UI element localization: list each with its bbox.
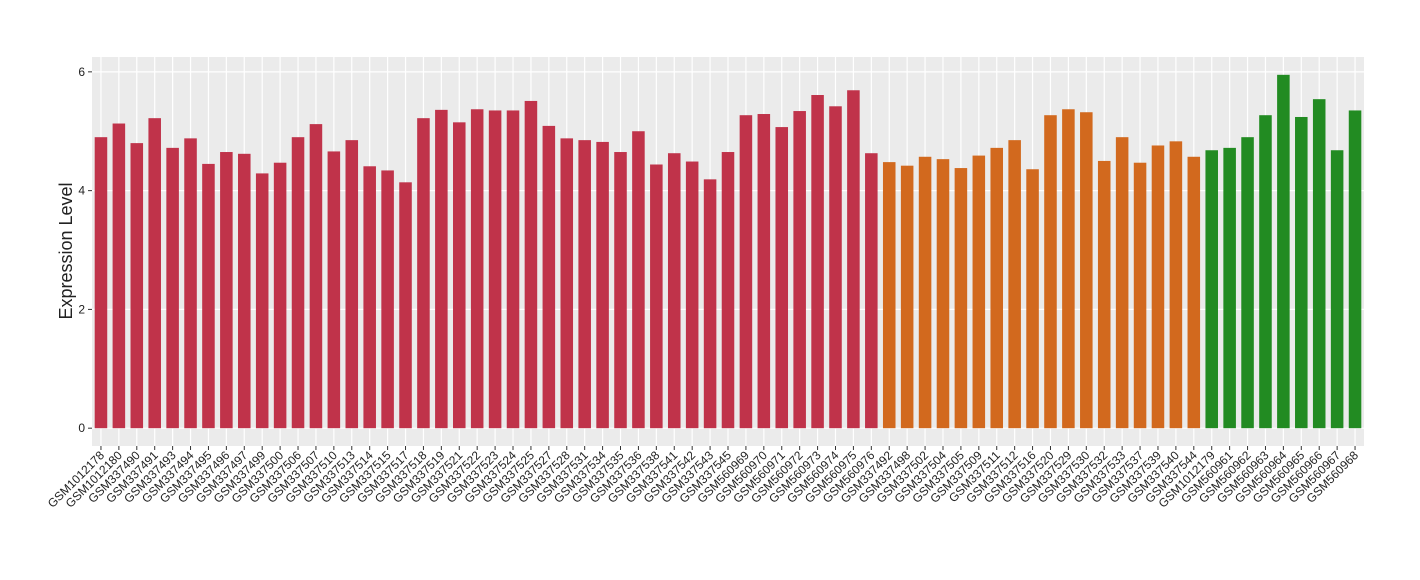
bar [990, 147, 1004, 429]
bar [1097, 160, 1111, 429]
bar [918, 156, 932, 429]
bar [739, 115, 753, 429]
bar [488, 110, 502, 429]
bar [166, 147, 179, 429]
bar [1241, 137, 1254, 429]
y-tick-label: 4 [78, 184, 85, 198]
bar [900, 165, 914, 429]
bar [1312, 99, 1326, 429]
bar [1115, 137, 1129, 429]
bar [112, 123, 126, 429]
bar [273, 162, 287, 429]
y-axis-title: Expression Level [56, 182, 76, 319]
bar [506, 110, 520, 429]
bar [811, 95, 824, 429]
bar [1133, 162, 1147, 429]
bar [452, 122, 466, 429]
bar [220, 152, 233, 429]
bar [345, 140, 359, 429]
bar [685, 161, 699, 429]
bar [327, 151, 341, 429]
bar [148, 118, 161, 429]
y-tick-label: 6 [78, 65, 85, 79]
bar [238, 153, 251, 429]
bar [954, 168, 968, 429]
bar [578, 140, 591, 429]
bar [184, 138, 197, 429]
bar [1062, 109, 1075, 429]
bar [1259, 115, 1272, 429]
bar [596, 141, 609, 429]
bar [255, 173, 269, 429]
bar [291, 137, 305, 429]
bar [1187, 156, 1201, 429]
bar [847, 90, 860, 429]
bar [1169, 141, 1183, 429]
bar [1205, 150, 1218, 429]
y-tick-label: 2 [78, 302, 85, 316]
bar [94, 137, 108, 429]
bar [202, 163, 215, 429]
bar [1080, 112, 1093, 429]
bar [560, 138, 574, 429]
bar [470, 109, 484, 429]
bar [524, 100, 538, 429]
bar [793, 111, 806, 429]
bar [614, 152, 627, 429]
bar [757, 114, 771, 429]
bar [1223, 147, 1236, 429]
bar [1330, 150, 1344, 429]
bar [542, 125, 556, 429]
bar [667, 153, 681, 429]
bar [882, 162, 896, 429]
bar [936, 159, 950, 429]
bar [829, 106, 842, 429]
bar [1295, 116, 1308, 429]
bar [130, 143, 144, 429]
bar [1277, 74, 1290, 429]
bar [650, 164, 663, 429]
bar [417, 118, 430, 429]
bar [381, 170, 394, 429]
bar [775, 127, 789, 429]
y-tick-label: 0 [78, 421, 85, 435]
bar [1044, 115, 1057, 429]
bar [721, 152, 735, 429]
bar [309, 124, 323, 429]
bar [703, 179, 717, 429]
bar [972, 155, 986, 429]
bar [1151, 145, 1165, 429]
bar [363, 166, 376, 429]
bar [632, 131, 645, 429]
bar [1348, 110, 1362, 429]
bar [435, 109, 448, 429]
bar [1008, 140, 1021, 429]
bar [399, 182, 412, 429]
bar [1026, 169, 1039, 429]
bar [865, 153, 878, 429]
